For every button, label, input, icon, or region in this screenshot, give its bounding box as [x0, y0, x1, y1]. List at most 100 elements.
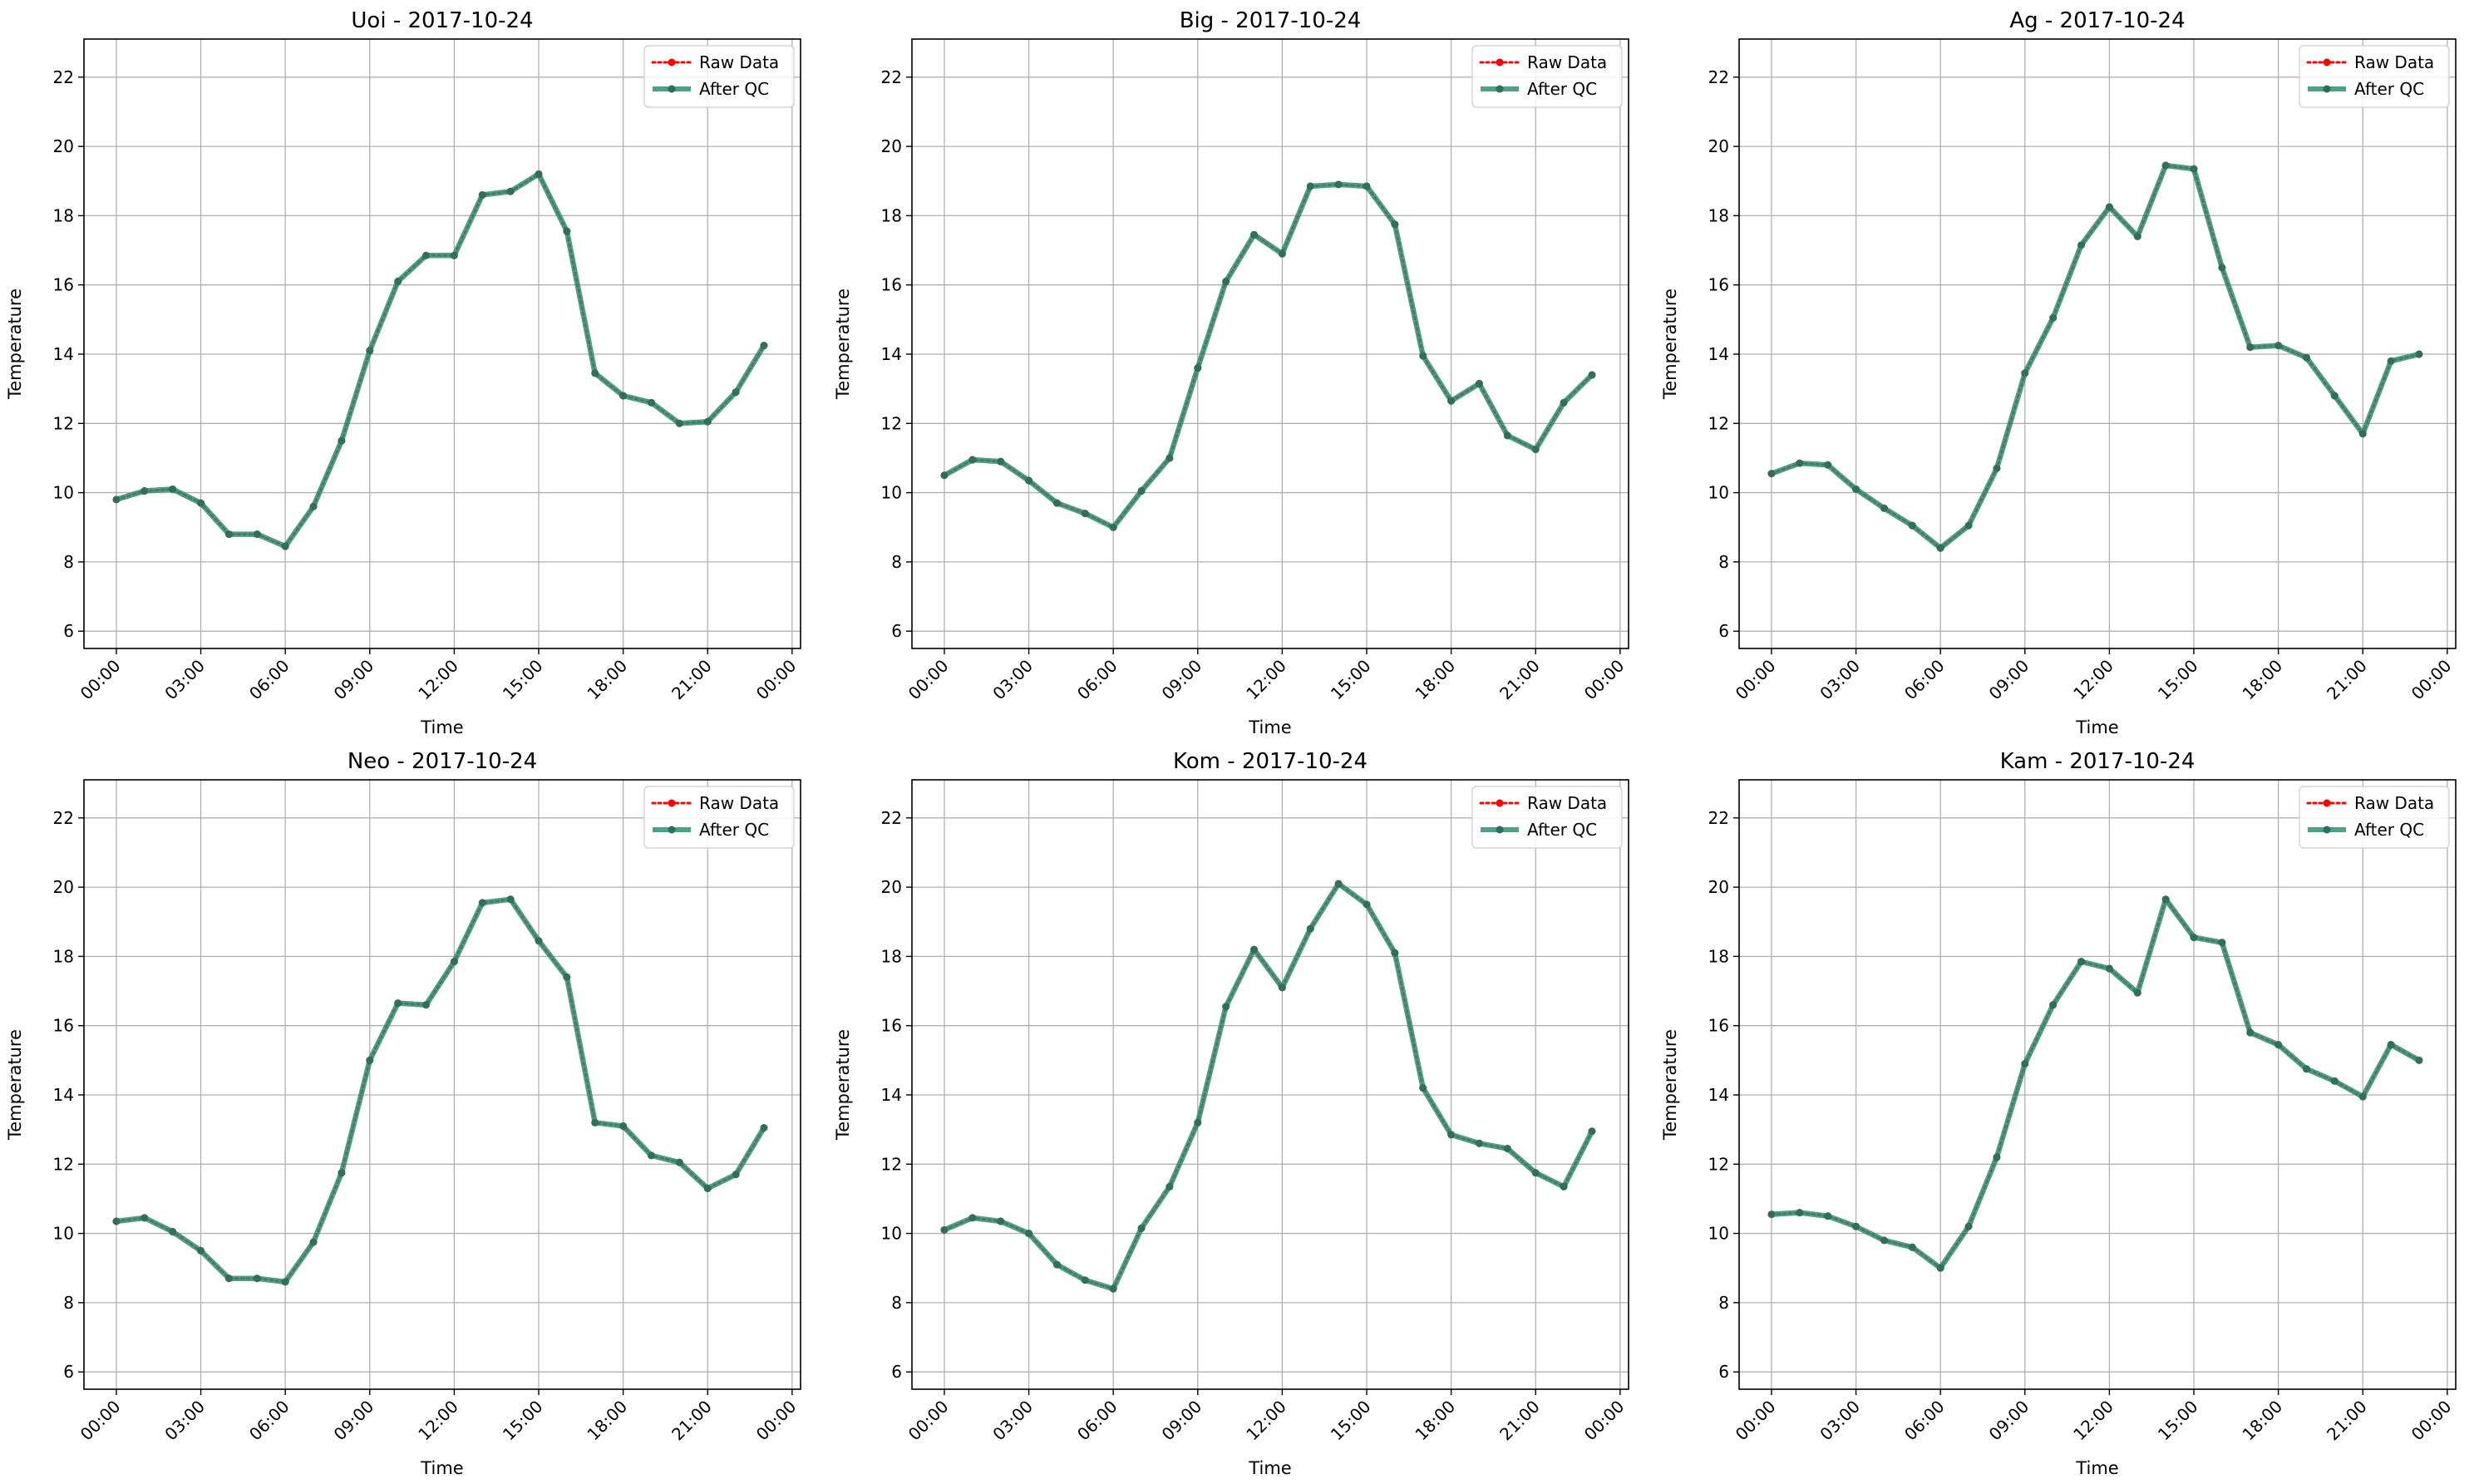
data-point-qc — [2302, 353, 2311, 362]
data-point-qc — [506, 187, 515, 195]
data-point-qc — [2415, 1056, 2423, 1064]
y-tick-label: 12 — [53, 1154, 74, 1174]
data-point-qc — [1531, 445, 1540, 454]
data-point-qc — [2387, 1041, 2395, 1049]
x-tick-label: 18:00 — [1411, 1397, 1459, 1445]
data-point-qc — [2021, 1059, 2029, 1068]
data-point-qc — [1880, 1236, 1889, 1245]
data-point-qc — [1993, 464, 2001, 473]
x-axis-label: Time — [420, 1458, 463, 1478]
data-point-qc — [1796, 459, 1804, 467]
data-point-qc — [112, 495, 121, 504]
x-tick-label: 12:00 — [2069, 656, 2117, 704]
x-tick-label: 21:00 — [1496, 1397, 1544, 1445]
legend-label-raw: Raw Data — [1527, 793, 1607, 813]
data-point-qc — [1363, 182, 1371, 190]
x-tick-label: 12:00 — [1242, 656, 1290, 704]
legend-marker-raw — [1496, 799, 1504, 807]
data-point-qc — [140, 486, 149, 495]
data-point-qc — [421, 251, 431, 259]
data-point-qc — [1024, 476, 1033, 485]
data-point-qc — [196, 499, 205, 507]
data-point-qc — [647, 1151, 656, 1160]
data-point-qc — [1363, 900, 1371, 909]
data-point-qc — [2302, 1065, 2311, 1073]
data-point-qc — [2415, 350, 2423, 358]
data-point-qc — [338, 436, 346, 445]
y-tick-label: 14 — [53, 344, 74, 364]
y-tick-label: 10 — [1708, 1224, 1729, 1244]
x-tick-label: 00:00 — [1732, 656, 1780, 704]
data-point-qc — [1796, 1208, 1804, 1217]
data-point-qc — [281, 542, 289, 550]
y-tick-label: 22 — [53, 67, 74, 87]
data-point-qc — [940, 471, 949, 480]
x-tick-label: 21:00 — [2323, 656, 2371, 704]
x-tick-label: 09:00 — [330, 1397, 378, 1445]
x-tick-label: 03:00 — [988, 656, 1037, 704]
series-line-after-qc — [1770, 162, 2420, 551]
data-point-qc — [1851, 1222, 1860, 1230]
x-tick-label: 00:00 — [2408, 656, 2456, 704]
data-point-qc — [1767, 1210, 1776, 1219]
data-point-qc — [421, 1001, 431, 1009]
data-point-qc — [1334, 180, 1343, 189]
chart-title: Ag - 2017-10-24 — [2009, 8, 2185, 33]
data-point-qc — [997, 1217, 1005, 1225]
chart-title: Neo - 2017-10-24 — [347, 749, 537, 774]
data-point-qc — [1109, 523, 1117, 531]
data-point-qc — [1391, 220, 1399, 229]
series-line-raw-data — [115, 172, 766, 548]
data-point-qc — [450, 958, 458, 966]
x-tick-label: 00:00 — [1580, 656, 1629, 704]
y-axis-label: Temperature — [5, 288, 25, 400]
data-point-qc — [140, 1214, 149, 1222]
y-tick-label: 20 — [1708, 136, 1729, 156]
chart-panel-6: 00:00 03:00 06:00 09:00 12:00 15:00 18:00 21:00… — [1660, 749, 2457, 1478]
x-tick-label: 06:00 — [245, 656, 293, 704]
data-point-qc — [366, 1056, 374, 1064]
data-point-qc — [1767, 470, 1776, 478]
legend-label-raw: Raw Data — [1527, 52, 1607, 72]
x-tick-label: 03:00 — [988, 1397, 1037, 1445]
data-point-qc — [2218, 264, 2226, 272]
data-point-qc — [1964, 521, 1973, 530]
data-point-qc — [1166, 454, 1174, 462]
data-point-qc — [2246, 343, 2255, 352]
data-point-qc — [2358, 430, 2367, 438]
x-axis-label: Time — [2075, 717, 2118, 737]
x-tick-label: 03:00 — [1816, 1397, 1864, 1445]
x-tick-label: 18:00 — [583, 656, 631, 704]
y-tick-label: 12 — [881, 413, 902, 433]
data-point-qc — [450, 251, 458, 259]
data-point-qc — [1137, 1224, 1146, 1232]
y-tick-label: 8 — [63, 552, 74, 572]
data-point-qc — [1222, 277, 1230, 286]
data-point-qc — [1278, 249, 1286, 258]
data-point-qc — [968, 456, 977, 464]
series-line-after-qc — [116, 896, 766, 1285]
y-tick-label: 20 — [881, 877, 902, 897]
data-point-qc — [1081, 1276, 1089, 1284]
legend-marker-raw — [668, 799, 676, 807]
data-point-qc — [2105, 964, 2113, 973]
x-tick-label: 12:00 — [414, 656, 462, 704]
plot-frame — [1738, 38, 2457, 649]
data-point-qc — [1447, 1131, 1456, 1139]
y-tick-label: 22 — [881, 67, 902, 87]
data-point-qc — [394, 277, 402, 286]
legend-label-raw: Raw Data — [699, 793, 779, 813]
data-point-qc — [2105, 203, 2113, 211]
x-tick-label: 09:00 — [1158, 656, 1206, 704]
series-line-after-qc — [943, 880, 1594, 1292]
data-point-qc — [2077, 958, 2086, 966]
x-tick-label: 21:00 — [668, 1397, 716, 1445]
x-tick-label: 00:00 — [904, 1397, 953, 1445]
data-point-qc — [563, 973, 571, 981]
legend-marker-qc — [2323, 826, 2331, 834]
legend-label-raw: Raw Data — [2354, 793, 2434, 813]
x-tick-label: 15:00 — [499, 656, 547, 704]
data-point-qc — [2161, 161, 2170, 170]
x-tick-label: 15:00 — [2154, 656, 2202, 704]
data-point-qc — [506, 895, 515, 904]
